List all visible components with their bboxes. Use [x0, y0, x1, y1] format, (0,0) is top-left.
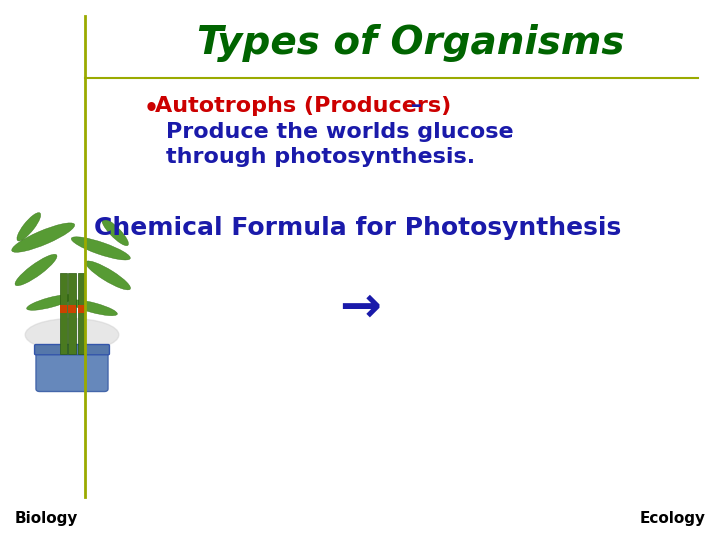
Bar	[68, 273, 76, 354]
Bar	[78, 273, 85, 354]
Text: Ecology: Ecology	[639, 511, 706, 526]
Ellipse shape	[71, 237, 130, 260]
Ellipse shape	[15, 254, 57, 286]
Text: Biology: Biology	[14, 511, 78, 526]
Text: →: →	[339, 284, 381, 332]
Ellipse shape	[12, 223, 75, 252]
Text: Autotrophs (Producers): Autotrophs (Producers)	[155, 96, 451, 116]
Bar	[60, 305, 67, 313]
Bar	[78, 305, 85, 313]
Text: Types of Organisms: Types of Organisms	[197, 24, 624, 62]
Ellipse shape	[25, 319, 119, 351]
Ellipse shape	[102, 219, 128, 246]
Ellipse shape	[17, 213, 41, 241]
Text: Produce the worlds glucose: Produce the worlds glucose	[166, 122, 513, 141]
Ellipse shape	[27, 294, 74, 310]
FancyBboxPatch shape	[35, 345, 109, 355]
Text: –: –	[403, 96, 422, 116]
Text: Chemical Formula for Photosynthesis: Chemical Formula for Photosynthesis	[94, 216, 621, 240]
Text: •: •	[144, 97, 159, 121]
Text: through photosynthesis.: through photosynthesis.	[166, 147, 474, 167]
Bar	[60, 273, 67, 354]
FancyBboxPatch shape	[36, 348, 108, 392]
Ellipse shape	[70, 300, 117, 316]
Ellipse shape	[86, 261, 130, 290]
Bar	[68, 305, 76, 313]
